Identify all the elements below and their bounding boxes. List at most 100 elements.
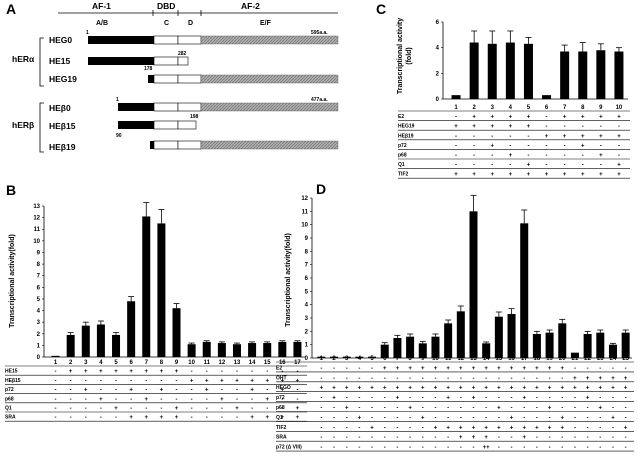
bar-d	[532, 334, 541, 358]
row-cell-d: +	[332, 396, 336, 402]
row-cell-d: -	[523, 406, 525, 412]
row-cell-d: -	[536, 445, 538, 451]
row-cell-d: +	[446, 425, 450, 431]
bar-d	[317, 356, 326, 358]
row-cell-c: -	[491, 163, 493, 169]
row-cell-d: +	[497, 366, 501, 372]
row-cell-d: +	[472, 386, 476, 392]
row-cell-d: -	[434, 445, 436, 451]
lane-number-d: 22	[584, 356, 591, 362]
row-cell-c: +	[490, 143, 494, 149]
row-cell-d: +	[484, 435, 488, 441]
row-cell-b: -	[70, 415, 72, 421]
group-beta-label: hERβ	[12, 120, 34, 130]
row-cell-d: -	[346, 415, 348, 421]
row-cell-b: +	[250, 378, 254, 384]
lane-number-b: 4	[99, 360, 103, 366]
row-cell-c: -	[473, 143, 475, 149]
lane-number-d: 4	[358, 356, 362, 362]
row-cell-b: -	[70, 406, 72, 412]
row-cell-d: +	[522, 435, 526, 441]
row-cell-d: +	[459, 386, 463, 392]
lane-number-d: 24	[610, 356, 617, 362]
row-cell-c: -	[582, 163, 584, 169]
row-cell-d: +	[611, 386, 615, 392]
row-cell-b: -	[145, 406, 147, 412]
row-label-b: p72	[5, 387, 14, 393]
lane-number-c: 10	[616, 105, 623, 111]
row-cell-d: -	[320, 376, 322, 382]
row-cell-d: -	[447, 406, 449, 412]
row-cell-c: -	[491, 134, 493, 140]
row-cell-c: -	[564, 153, 566, 159]
row-cell-b: -	[55, 378, 57, 384]
row-cell-b: -	[191, 388, 193, 394]
row-cell-d: -	[498, 376, 500, 382]
row-cell-b: -	[296, 397, 298, 403]
lane-number-b: 7	[145, 360, 149, 366]
row-cell-d: +	[535, 386, 539, 392]
row-cell-d: -	[587, 366, 589, 372]
bar-d	[608, 344, 617, 358]
row-cell-b: +	[250, 415, 254, 421]
row-label-d: p72	[276, 395, 285, 401]
construct-heg0-start: 1	[86, 30, 89, 36]
row-cell-b: +	[220, 378, 224, 384]
bar-b	[202, 341, 211, 357]
y-tick-label-d: 2	[305, 329, 309, 335]
row-cell-d: +	[396, 386, 400, 392]
row-cell-b: +	[84, 388, 88, 394]
row-cell-d: -	[358, 425, 360, 431]
row-cell-b: -	[221, 415, 223, 421]
lane-number-c: 8	[581, 105, 585, 111]
row-cell-b: -	[296, 369, 298, 375]
row-cell-d: -	[396, 415, 398, 421]
row-cell-d: +	[548, 425, 552, 431]
construct-heb0-ab	[118, 103, 154, 111]
row-cell-d: -	[599, 415, 601, 421]
row-cell-d: +	[370, 425, 374, 431]
lane-number-d: 14	[483, 356, 490, 362]
row-cell-d: -	[447, 445, 449, 451]
row-cell-c: +	[617, 172, 621, 178]
row-cell-d: +	[345, 406, 349, 412]
row-label-d: Q1	[276, 415, 283, 421]
row-cell-d: -	[587, 406, 589, 412]
lane-number-d: 18	[534, 356, 541, 362]
row-cell-c: +	[617, 163, 621, 169]
lane-number-d: 5	[370, 356, 374, 362]
panel-d-label: D	[316, 181, 326, 197]
lane-number-b: 8	[160, 360, 164, 366]
row-cell-d: +	[497, 386, 501, 392]
row-cell-c: +	[490, 172, 494, 178]
y-axis-label-c: (fold)	[406, 47, 413, 65]
row-cell-d: +	[484, 425, 488, 431]
lane-number-d: 19	[546, 356, 553, 362]
y-tick-label-d: 3	[305, 316, 309, 322]
row-cell-c: -	[618, 153, 620, 159]
lane-number-c: 1	[454, 105, 458, 111]
row-cell-d: -	[485, 415, 487, 421]
row-cell-d: -	[485, 376, 487, 382]
bar-d	[570, 352, 579, 358]
row-cell-c: -	[618, 124, 620, 130]
row-cell-b: -	[281, 397, 283, 403]
row-cell-b: +	[129, 388, 133, 394]
row-cell-d: -	[396, 445, 398, 451]
row-cell-b: -	[55, 415, 57, 421]
row-cell-c: -	[546, 153, 548, 159]
bar-c	[542, 95, 552, 99]
y-tick-label-b: 2	[37, 332, 41, 338]
row-cell-c: +	[581, 134, 585, 140]
row-cell-c: -	[455, 143, 457, 149]
construct-he15-end: 282	[178, 51, 187, 57]
bar-c	[505, 42, 515, 99]
row-cell-c: -	[618, 143, 620, 149]
row-cell-d: -	[409, 376, 411, 382]
row-cell-d: -	[384, 415, 386, 421]
bar-d	[482, 343, 491, 358]
bar-b	[157, 223, 166, 357]
lane-number-b: 1	[54, 360, 58, 366]
row-cell-d: -	[358, 366, 360, 372]
